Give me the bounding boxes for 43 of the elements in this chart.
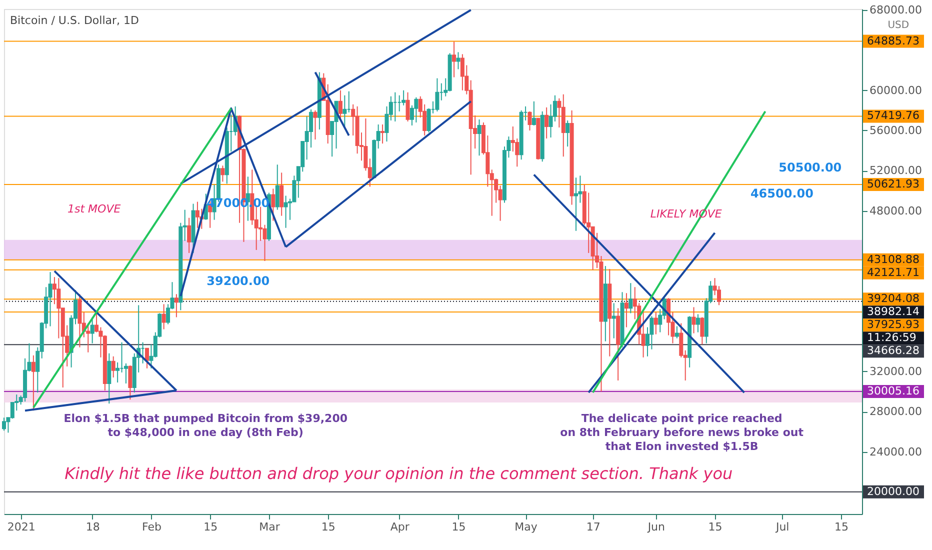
ref-line-label: 64885.73	[867, 34, 920, 48]
annotation: 46500.00	[750, 186, 814, 200]
ref-line-label: 50621.93	[867, 177, 920, 190]
ref-line-label: 38982.14	[867, 305, 920, 318]
ref-line-label: 42121.71	[867, 266, 920, 279]
x-tick-label: 15	[452, 520, 466, 534]
x-tick-label: 17	[586, 520, 600, 534]
x-tick-label: Mar	[259, 520, 280, 534]
ref-line-label: 34666.28	[867, 344, 920, 358]
x-tick-label: 15	[204, 520, 218, 534]
y-tick-label: 32000.00	[870, 364, 922, 378]
x-tick-label: Feb	[142, 520, 162, 534]
annotation: Kindly hit the like button and drop your opinion in the comment section. Thank you	[64, 464, 733, 484]
x-tick-label: Jun	[646, 520, 666, 534]
y-tick-label: 28000.00	[870, 405, 922, 418]
text: USD	[888, 20, 910, 32]
annotation: 1st MOVE	[68, 202, 121, 216]
ref-line-label: 37925.93	[867, 318, 920, 332]
y-tick-label: 52000.00	[870, 164, 922, 178]
text: Bitcoin / U.S. Dollar, 1D	[10, 14, 139, 27]
y-tick-label: 60000.00	[870, 84, 922, 97]
y-tick-label: 68000.00	[870, 4, 922, 17]
x-tick-label: 15	[834, 520, 848, 534]
annotation: 39200.00	[206, 274, 270, 288]
x-tick-label: Apr	[390, 520, 410, 534]
annotation: Elon $1.5B that pumped Bitcoin from $39,200 to $48,000 in one day (8th Feb)	[64, 412, 348, 439]
y-tick-label: 48000.00	[870, 204, 922, 218]
text: 11:26:59	[867, 331, 916, 344]
ref-line-label: 43108.88	[867, 252, 920, 266]
x-tick-label: 18	[86, 520, 100, 534]
x-tick-label: 15	[708, 520, 722, 534]
y-tick-label: 56000.00	[870, 124, 922, 137]
annotation: The delicate point price reached on 8th February before news broke out that Elon invested $1.5B	[560, 412, 804, 453]
ref-line-label: 57419.76	[867, 109, 920, 122]
y-tick-label: 24000.00	[870, 445, 922, 458]
ref-line-label: 39204.08	[867, 292, 920, 306]
annotation: 50500.00	[778, 160, 842, 175]
x-tick-label: 2021	[7, 520, 36, 534]
x-tick-label: May	[514, 520, 538, 534]
x-tick-label: 15	[321, 520, 336, 534]
ref-line-label: 30005.16	[867, 384, 920, 398]
ref-line-label: 20000.00	[867, 484, 920, 498]
x-tick-label: Jul	[774, 520, 790, 534]
